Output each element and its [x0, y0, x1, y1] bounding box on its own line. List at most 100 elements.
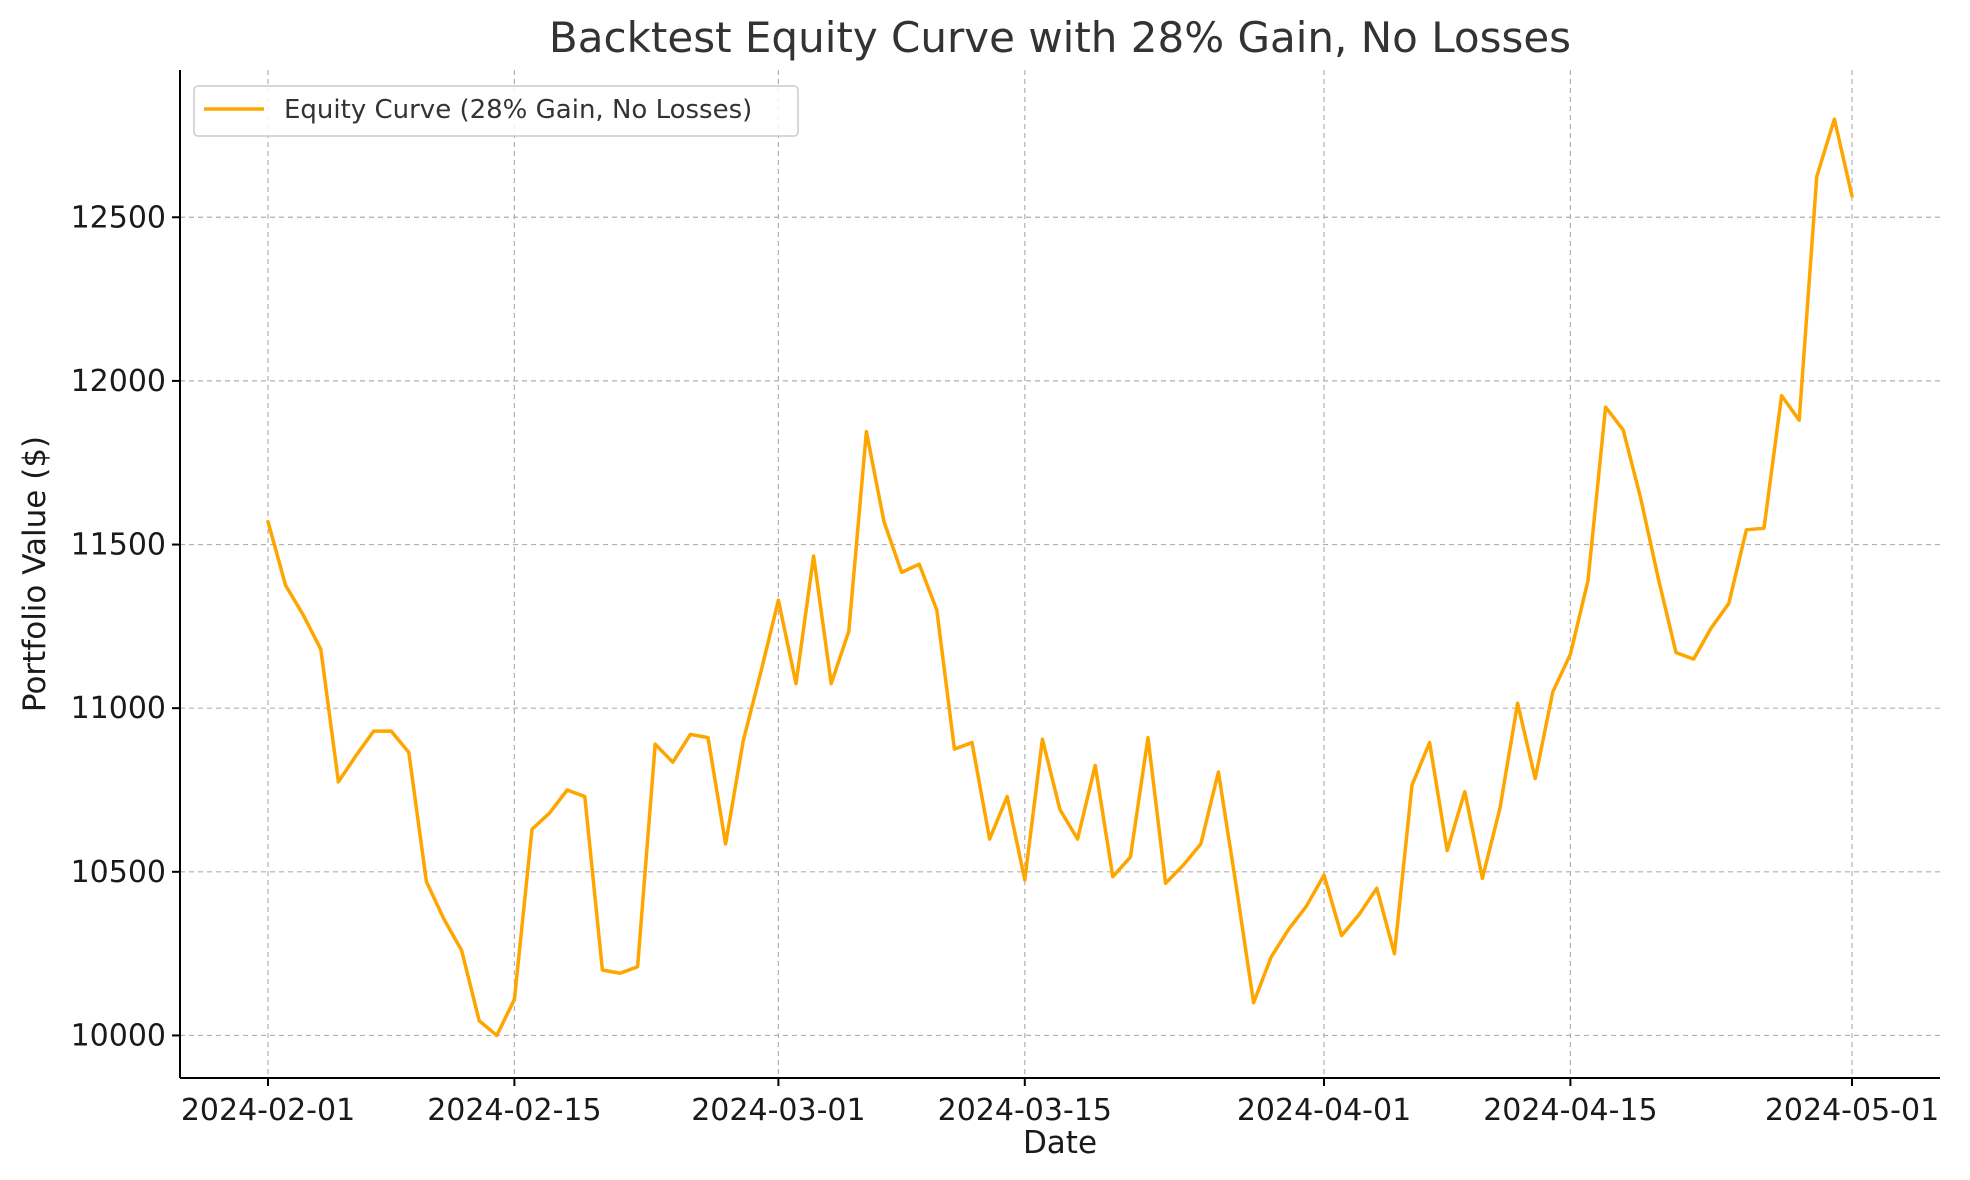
- data-point: [407, 750, 411, 754]
- data-point: [1480, 876, 1484, 880]
- data-point: [1815, 174, 1819, 178]
- equity-curve-line: [266, 117, 1854, 1038]
- y-tick-label: 12000: [71, 364, 166, 399]
- y-tick-label: 11000: [71, 691, 166, 726]
- data-point: [1797, 418, 1801, 422]
- legend-label: Equity Curve (28% Gain, No Losses): [284, 95, 752, 125]
- data-point: [1339, 933, 1343, 937]
- grid-lines: [180, 70, 1940, 1078]
- data-point: [1709, 626, 1713, 630]
- y-tick-label: 11500: [71, 528, 166, 563]
- data-point: [899, 570, 903, 574]
- data-point: [1621, 428, 1625, 432]
- data-point: [847, 629, 851, 633]
- data-point: [1269, 955, 1273, 959]
- x-axis-label: Date: [1023, 1125, 1097, 1161]
- data-point: [1445, 848, 1449, 852]
- x-tick-label: 2024-04-01: [1237, 1093, 1411, 1128]
- data-point: [565, 788, 569, 792]
- data-point: [1639, 497, 1643, 501]
- data-point: [1533, 776, 1537, 780]
- data-point: [1779, 393, 1783, 397]
- data-point: [1163, 881, 1167, 885]
- data-point: [741, 739, 745, 743]
- data-point: [952, 747, 956, 751]
- data-point: [512, 997, 516, 1001]
- chart-title: Backtest Equity Curve with 28% Gain, No …: [549, 13, 1571, 62]
- series-layer: [266, 117, 1854, 1038]
- data-point: [354, 753, 358, 757]
- data-point: [1251, 1001, 1255, 1005]
- data-point: [1410, 783, 1414, 787]
- data-point: [811, 554, 815, 558]
- data-point: [1603, 405, 1607, 409]
- data-point: [987, 837, 991, 841]
- data-point: [688, 732, 692, 736]
- data-point: [1568, 652, 1572, 656]
- data-point: [1850, 194, 1854, 198]
- data-point: [1322, 873, 1326, 877]
- data-point: [1727, 601, 1731, 605]
- data-point: [336, 780, 340, 784]
- data-point: [970, 740, 974, 744]
- data-point: [829, 681, 833, 685]
- data-point: [442, 917, 446, 921]
- data-point: [1058, 807, 1062, 811]
- data-point: [477, 1019, 481, 1023]
- data-point: [759, 670, 763, 674]
- y-axis-label: Portfolio Value ($): [17, 436, 53, 712]
- data-point: [1551, 690, 1555, 694]
- data-point: [1832, 117, 1836, 121]
- data-point: [1040, 737, 1044, 741]
- data-point: [864, 429, 868, 433]
- data-point: [1586, 578, 1590, 582]
- data-point: [1392, 951, 1396, 955]
- data-point: [706, 735, 710, 739]
- x-tick-label: 2024-03-01: [691, 1093, 865, 1128]
- data-point: [618, 971, 622, 975]
- data-point: [266, 519, 270, 523]
- data-point: [495, 1033, 499, 1037]
- x-tick-label: 2024-03-15: [938, 1093, 1112, 1128]
- legend: Equity Curve (28% Gain, No Losses): [193, 85, 799, 137]
- data-point: [882, 519, 886, 523]
- data-point: [459, 948, 463, 952]
- data-point: [1075, 837, 1079, 841]
- data-point: [1304, 904, 1308, 908]
- data-point: [1498, 806, 1502, 810]
- x-tick-label: 2024-02-01: [181, 1093, 355, 1128]
- data-point: [424, 879, 428, 883]
- x-tick-label: 2024-02-15: [427, 1093, 601, 1128]
- data-point: [1656, 577, 1660, 581]
- data-point: [935, 608, 939, 612]
- data-point: [530, 827, 534, 831]
- data-point: [319, 647, 323, 651]
- data-point: [671, 760, 675, 764]
- y-tick-label: 10500: [71, 855, 166, 890]
- data-point: [389, 729, 393, 733]
- y-tick-label: 10000: [71, 1018, 166, 1053]
- data-point: [1146, 735, 1150, 739]
- data-point: [1762, 526, 1766, 530]
- data-point: [635, 965, 639, 969]
- data-point: [1234, 883, 1238, 887]
- data-point: [1199, 842, 1203, 846]
- x-ticks: 2024-02-01 2024-02-15 2024-03-01 2024-03-15…: [181, 1078, 1939, 1128]
- data-point: [301, 613, 305, 617]
- data-point: [794, 681, 798, 685]
- data-point: [1111, 875, 1115, 879]
- data-point: [1005, 794, 1009, 798]
- y-ticks: 10000 10500 11000 11500 12000 12500: [71, 200, 180, 1053]
- data-point: [371, 729, 375, 733]
- data-point: [1515, 701, 1519, 705]
- data-point: [583, 794, 587, 798]
- data-point: [653, 742, 657, 746]
- x-tick-label: 2024-05-01: [1765, 1093, 1939, 1128]
- data-point: [1093, 763, 1097, 767]
- data-point: [283, 583, 287, 587]
- x-tick-label: 2024-04-15: [1483, 1093, 1657, 1128]
- data-point: [1744, 528, 1748, 532]
- data-point: [1023, 878, 1027, 882]
- data-point: [1427, 740, 1431, 744]
